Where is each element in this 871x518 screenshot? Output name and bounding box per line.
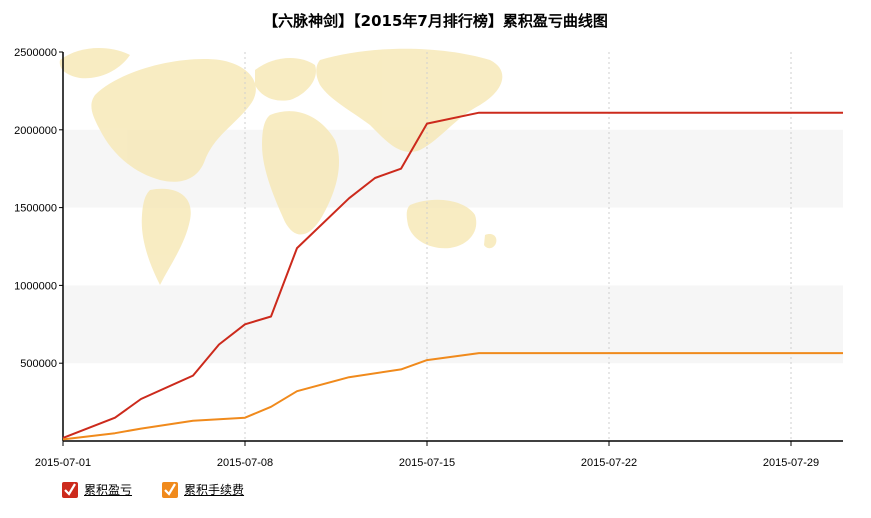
legend: 累积盈亏 累积手续费	[62, 481, 244, 498]
legend-item-cumulative-fees[interactable]: 累积手续费	[162, 481, 244, 498]
chart-title: 【六脉神剑】【2015年7月排行榜】累积盈亏曲线图	[263, 12, 608, 30]
x-tick-label: 2015-07-29	[763, 457, 819, 469]
axes	[62, 52, 843, 442]
x-tick-label: 2015-07-08	[217, 457, 273, 469]
y-axis-ticks: 500000 1000000 1500000 2000000 2500000	[14, 47, 63, 370]
series-lines	[62, 111, 843, 441]
world-map-watermark	[59, 48, 503, 285]
legend-label: 累积手续费	[184, 483, 245, 497]
y-tick-label: 500000	[20, 358, 57, 370]
grid-band	[63, 285, 843, 364]
y-tick-label: 2500000	[14, 47, 57, 59]
legend-check-icon	[162, 481, 179, 498]
y-tick-label: 1500000	[14, 203, 57, 215]
legend-item-cumulative-pnl[interactable]: 累积盈亏	[62, 481, 132, 498]
y-tick-label: 1000000	[14, 280, 57, 292]
series-line-cumulative-fees	[62, 352, 843, 441]
x-tick-label: 2015-07-01	[35, 457, 91, 469]
x-tick-label: 2015-07-15	[399, 457, 455, 469]
legend-label: 累积盈亏	[84, 483, 133, 497]
y-tick-label: 2000000	[14, 125, 57, 137]
series-line-cumulative-pnl	[62, 111, 843, 439]
legend-check-icon	[62, 481, 78, 498]
x-tick-label: 2015-07-22	[581, 457, 637, 469]
x-axis-ticks: 2015-07-01 2015-07-08 2015-07-15 2015-07-22…	[35, 441, 819, 469]
